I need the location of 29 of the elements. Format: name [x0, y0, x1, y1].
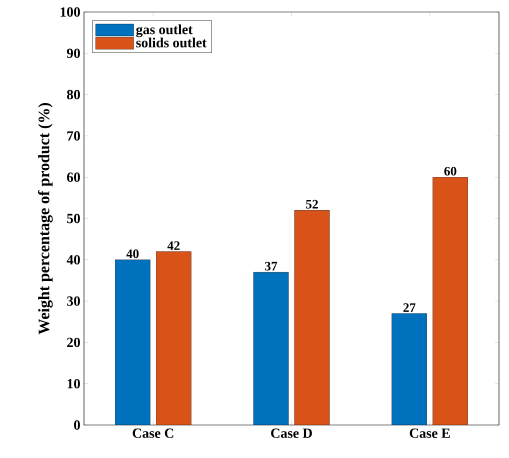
x-tick-label: Case E	[410, 428, 450, 438]
legend-label: gas outlet	[136, 24, 193, 38]
data-label: 60	[444, 166, 456, 176]
y-tick-label: 90	[66, 48, 80, 58]
data-label: 42	[167, 241, 180, 250]
bar	[432, 177, 468, 425]
x-tick-label: Case C	[132, 428, 174, 438]
bar	[253, 272, 289, 425]
bar	[392, 313, 427, 425]
bar	[156, 251, 192, 425]
y-tick-label: 10	[68, 378, 80, 388]
legend-label: solids outlet	[136, 38, 207, 48]
bar	[115, 260, 150, 425]
y-tick-label: 80	[67, 90, 80, 100]
data-label: 40	[126, 249, 139, 258]
y-tick-label: 40	[66, 255, 80, 265]
y-tick-label: 0	[74, 420, 80, 430]
data-label: 37	[265, 262, 278, 271]
y-tick-label: 70	[67, 131, 80, 141]
data-label: 52	[306, 200, 318, 209]
y-tick-label: 30	[67, 296, 80, 306]
y-tick-label: 100	[60, 7, 80, 17]
y-tick-label: 50	[67, 214, 80, 224]
bar	[294, 210, 330, 425]
y-axis-title: Weight percentage of product (%)	[38, 103, 53, 334]
y-tick-label: 20	[67, 338, 80, 348]
x-tick-label: Case D	[271, 428, 312, 438]
y-tick-label: 60	[67, 172, 80, 182]
data-label: 27	[403, 303, 416, 312]
